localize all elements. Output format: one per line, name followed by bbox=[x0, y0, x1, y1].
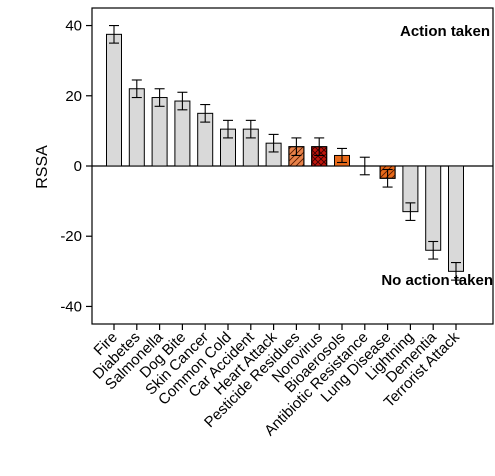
bar-terrorist-attack bbox=[448, 165, 464, 272]
bars bbox=[106, 25, 464, 281]
annotation-action-taken: Action taken bbox=[400, 23, 490, 40]
annotation-no-action-taken: No action taken bbox=[381, 272, 493, 289]
bar-dementia bbox=[425, 165, 442, 251]
bar-salmonella bbox=[151, 97, 168, 167]
bar-dog-bite bbox=[174, 100, 191, 167]
y-tick-label: 20 bbox=[65, 88, 82, 105]
y-axis-label: RSSA bbox=[34, 145, 51, 189]
y-tick-label: 40 bbox=[65, 18, 82, 35]
y-axis-ticks: 40 20 0 -20 -40 bbox=[60, 18, 92, 315]
bar-fire bbox=[106, 33, 122, 167]
y-tick-label: -20 bbox=[60, 228, 82, 245]
y-tick-label: 0 bbox=[74, 158, 82, 175]
bar-diabetes bbox=[128, 88, 145, 167]
y-tick-label: -40 bbox=[60, 298, 82, 315]
